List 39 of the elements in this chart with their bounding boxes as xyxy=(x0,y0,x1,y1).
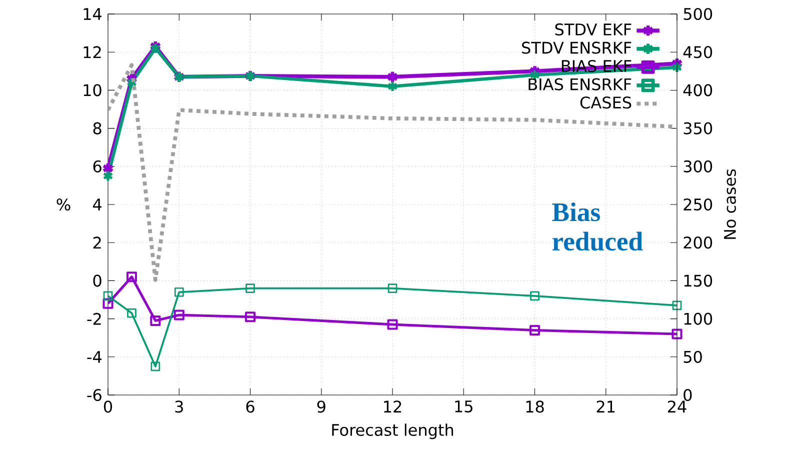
y2-tick-label: 350 xyxy=(684,122,712,134)
y-axis-title: % xyxy=(56,198,70,211)
legend-label: STDV ENSRKF xyxy=(522,42,632,54)
y-tick-label: -2 xyxy=(87,312,101,325)
y2-tick-label: 0 xyxy=(684,388,692,402)
y-tick-label: 8 xyxy=(93,122,102,134)
y-tick-label: 6 xyxy=(93,160,102,172)
annotation: Bias reduced xyxy=(552,202,643,251)
y2-tick-label: 500 xyxy=(684,8,712,20)
x-tick-label: 3 xyxy=(175,400,183,413)
y-tick-label: 12 xyxy=(84,46,101,58)
x-tick-label: 12 xyxy=(384,400,402,412)
y2-tick-label: 300 xyxy=(684,160,712,172)
y-tick-label: 4 xyxy=(92,198,102,210)
y-tick-label: 2 xyxy=(93,236,101,249)
y-tick-label: 10 xyxy=(84,84,102,96)
x-tick-label: 0 xyxy=(104,400,112,413)
y-tick-label: 0 xyxy=(93,274,102,287)
legend-label: STDV EKF xyxy=(555,23,632,36)
y2-tick-label: 100 xyxy=(684,312,712,325)
y-tick-label: -6 xyxy=(87,388,102,402)
y2-tick-label: 450 xyxy=(683,46,712,58)
x-tick-label: 6 xyxy=(246,400,254,413)
legend-label: BIAS ENSRKF xyxy=(528,78,632,90)
x-axis-title: Forecast length xyxy=(332,424,454,440)
x-tick-label: 21 xyxy=(596,400,615,412)
x-tick-label: 9 xyxy=(317,400,326,413)
y2-tick-label: 200 xyxy=(684,236,712,249)
legend-label: CASES xyxy=(580,96,632,109)
y2-tick-label: 250 xyxy=(684,198,712,211)
x-tick-label: 15 xyxy=(455,400,472,412)
y-tick-label: 14 xyxy=(84,8,102,20)
x-tick-label: 18 xyxy=(526,400,544,413)
y2-tick-label: 150 xyxy=(684,274,712,287)
y2-axis-title: No cases xyxy=(724,169,736,239)
y2-tick-label: 400 xyxy=(683,84,712,96)
x-tick-label: 24 xyxy=(668,400,686,412)
y2-tick-label: 50 xyxy=(684,350,702,363)
y-tick-label: -4 xyxy=(87,351,102,363)
